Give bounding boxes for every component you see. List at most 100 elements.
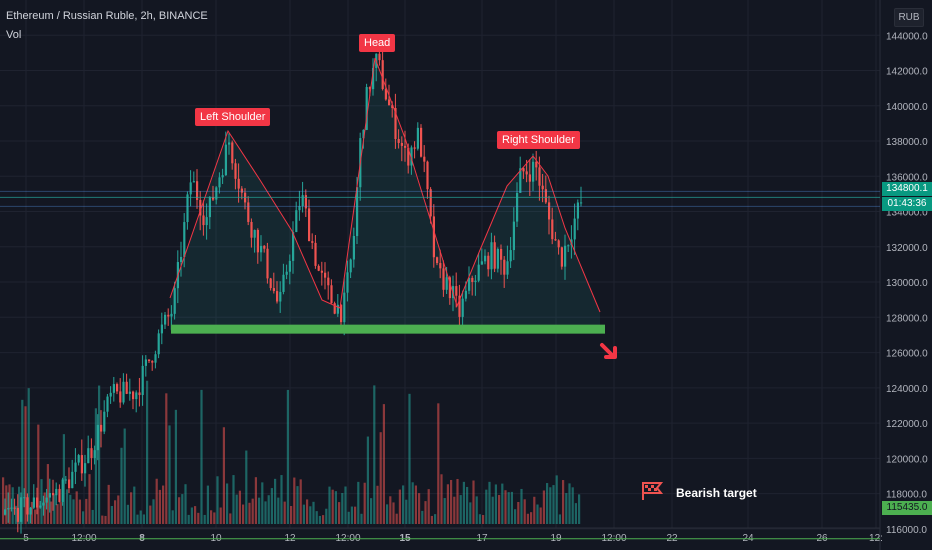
candle-body [516, 192, 519, 222]
volume-bar [114, 500, 117, 524]
volume-bar [62, 434, 65, 524]
volume-bar [280, 475, 283, 524]
candle-body [442, 268, 445, 290]
volume-bar [315, 511, 318, 524]
volume-bar [258, 497, 261, 524]
candle-body [269, 278, 272, 289]
candle-body [13, 507, 16, 509]
volume-bar [219, 507, 222, 524]
y-tick-label: 130000.0 [886, 278, 928, 289]
candle-body [48, 492, 51, 498]
candle-body [548, 202, 551, 220]
target-price-label: 115435.0 [882, 501, 932, 515]
volume-bar [130, 492, 133, 524]
candle-body [327, 277, 330, 286]
volume-bar [408, 393, 411, 524]
candle-body [180, 256, 183, 263]
candle-body [228, 142, 231, 145]
volume-bar [562, 480, 565, 524]
volume-bar [565, 493, 568, 524]
candle-body [544, 189, 547, 203]
candle-body [212, 196, 215, 200]
candle-body [400, 142, 403, 146]
volume-bar [341, 492, 344, 524]
volume-bar [203, 514, 206, 524]
candle-body [84, 463, 87, 474]
candle-body [343, 292, 346, 323]
volume-indicator-label[interactable]: Vol [6, 29, 22, 41]
volume-bar [510, 491, 513, 524]
volume-bar [200, 389, 203, 524]
candle-body [285, 271, 288, 275]
flag-icon [642, 482, 664, 500]
head-shoulders-pattern-line [169, 57, 601, 313]
candle-body [141, 365, 144, 396]
candle-body [250, 221, 253, 238]
candle-body [247, 202, 250, 222]
candle-body [413, 147, 416, 149]
volume-bar [2, 477, 5, 524]
candle-body [311, 241, 314, 243]
candle-body [298, 206, 301, 211]
volume-bar [475, 496, 478, 524]
volume-bar [120, 447, 123, 524]
volume-bar [488, 481, 491, 524]
volume-bar [366, 436, 369, 524]
candle-body [80, 455, 83, 474]
candle-body [154, 354, 157, 363]
volume-bar [286, 389, 289, 524]
volume-bar [126, 504, 129, 524]
volume-bar [501, 483, 504, 524]
volume-bar [11, 487, 14, 524]
volume-bar [75, 491, 78, 524]
volume-bar [434, 514, 437, 524]
candle-body [525, 171, 528, 175]
candle-body [477, 264, 480, 281]
candle-body [423, 156, 426, 162]
volume-bar [136, 514, 139, 524]
volume-bar [504, 490, 507, 524]
candle-body [64, 479, 67, 481]
volume-bar [450, 479, 453, 524]
volume-bar [373, 385, 376, 524]
candle-body [231, 142, 234, 164]
y-tick-label: 118000.0 [886, 490, 927, 501]
volume-bar [331, 489, 334, 524]
volume-bar [459, 495, 462, 524]
candle-body [45, 497, 48, 503]
volume-bar [421, 510, 424, 524]
volume-bar [98, 385, 101, 524]
volume-bar [443, 498, 446, 524]
y-tick-label: 116000.0 [886, 525, 927, 536]
candle-body [532, 161, 535, 182]
volume-bar [363, 482, 366, 524]
chart-title: Ethereum / Russian Ruble, 2h, BINANCE [6, 10, 208, 22]
volume-bar [418, 493, 421, 524]
volume-bar [251, 498, 254, 524]
candle-body [208, 196, 211, 218]
volume-bar [110, 506, 113, 524]
candle-body [109, 392, 112, 397]
candle-body [362, 129, 365, 139]
volume-bar [232, 475, 235, 524]
candle-body [308, 208, 311, 242]
volume-bar [270, 488, 273, 524]
candle-body [352, 235, 355, 260]
candle-body [468, 277, 471, 291]
volume-bar [520, 488, 523, 524]
candle-body [496, 248, 499, 269]
candle-body [391, 105, 394, 109]
candle-body [132, 391, 135, 400]
candle-body [58, 488, 61, 502]
y-tick-label: 126000.0 [886, 349, 928, 360]
candle-body [52, 492, 55, 496]
candle-body [71, 471, 74, 489]
volume-bar [274, 478, 277, 524]
candle-body [7, 508, 10, 510]
volume-bar [155, 478, 158, 524]
currency-badge[interactable]: RUB [894, 8, 924, 27]
volume-bar [536, 504, 539, 524]
volume-bar [539, 507, 542, 524]
candle-body [199, 199, 202, 216]
